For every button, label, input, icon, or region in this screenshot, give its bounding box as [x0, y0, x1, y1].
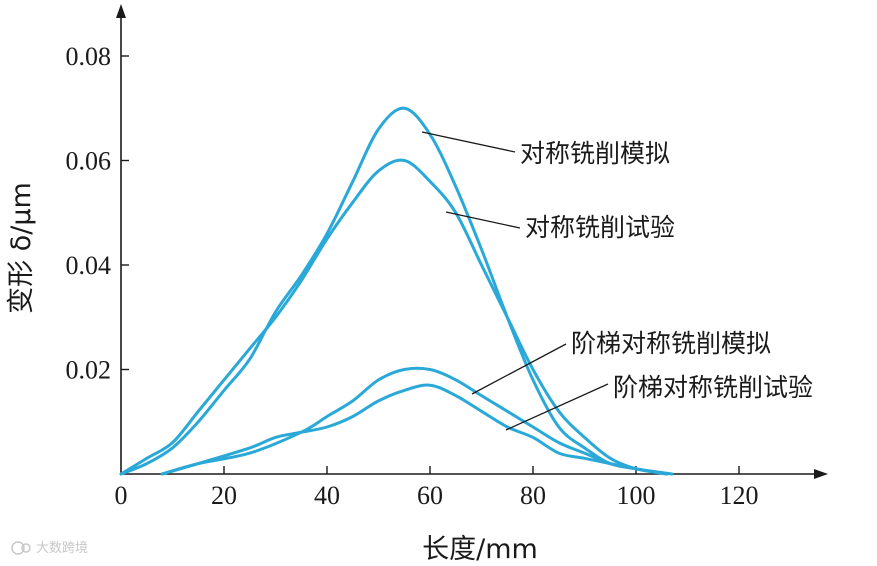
x-tick-label: 100 — [617, 481, 656, 510]
y-axis-arrow — [116, 4, 126, 18]
series-label-2: 对称铣削试验 — [525, 213, 675, 242]
x-tick-label: 60 — [417, 481, 443, 510]
x-tick-label: 0 — [115, 481, 128, 510]
x-tick-label: 120 — [720, 481, 759, 510]
series-label-1: 对称铣削模拟 — [520, 139, 670, 168]
series-label-3: 阶梯对称铣削模拟 — [571, 329, 771, 358]
leader-line-1 — [421, 131, 516, 153]
series-line-2 — [119, 158, 669, 476]
series-line-4 — [160, 383, 669, 476]
x-tick-label: 40 — [314, 481, 340, 510]
y-tick-label: 0.08 — [66, 42, 112, 71]
leader-line-4 — [505, 383, 609, 431]
leader-line-2 — [445, 211, 521, 229]
watermark: 大数跨境 — [36, 541, 88, 556]
y-tick-label: 0.04 — [66, 251, 112, 280]
y-tick-label: 0.06 — [66, 147, 112, 176]
x-tick-label: 80 — [520, 481, 546, 510]
series-label-4: 阶梯对称铣削试验 — [613, 373, 813, 402]
axes — [116, 4, 828, 479]
x-axis-title: 长度/mm — [422, 534, 538, 565]
leader-line-3 — [471, 343, 567, 395]
x-tick-label: 20 — [211, 481, 237, 510]
watermark-logo — [11, 541, 31, 555]
ticks: 0 20 40 60 80 100 120 0.02 0.04 0.06 0.08 — [66, 42, 759, 510]
y-tick-label: 0.02 — [66, 356, 112, 385]
series-line-1 — [119, 106, 669, 476]
x-axis-arrow — [814, 469, 828, 479]
series-line-3 — [160, 366, 674, 476]
curves — [119, 106, 674, 476]
y-axis-title: 变形 δ/μm — [6, 182, 37, 314]
